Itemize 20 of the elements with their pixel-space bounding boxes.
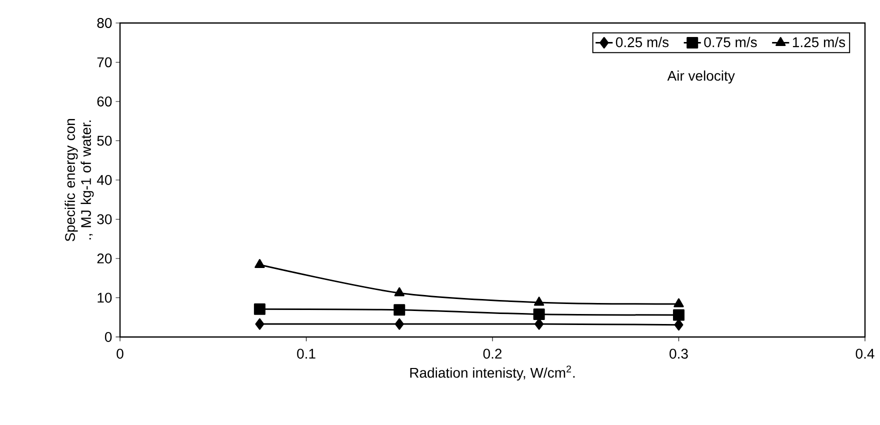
y-tick-label: 60 xyxy=(97,96,112,106)
y-tick-label: 20 xyxy=(97,254,112,264)
x-tick-label: 0.3 xyxy=(670,348,688,359)
y-tick-label: 70 xyxy=(97,57,112,68)
y-tick-label: 80 xyxy=(97,18,112,28)
y-tick-label: 40 xyxy=(96,175,112,185)
x-axis-title: Radiation intenisty, W/cm$^{2}$. xyxy=(410,366,575,381)
y-axis-title: Specific energy con ., MJ kg-1 of water. xyxy=(64,119,94,242)
x-tick-label: 0 xyxy=(116,348,124,359)
y-tick-label: 50 xyxy=(97,136,112,146)
y-tick-label: 10 xyxy=(98,292,112,303)
y-tick-label: 30 xyxy=(97,214,112,224)
legend-label: 1.25 m/s xyxy=(792,36,846,48)
y-tick-label: 0 xyxy=(104,332,112,342)
legend-title: Air velocity xyxy=(667,70,735,84)
x-tick-label: 0.1 xyxy=(297,348,316,359)
legend-label: 0.25 m/s xyxy=(616,36,669,48)
x-tick-label: 0.4 xyxy=(856,348,874,359)
legend-label: 0.75 m/s xyxy=(704,36,757,48)
x-tick-label: 0.2 xyxy=(483,348,502,359)
